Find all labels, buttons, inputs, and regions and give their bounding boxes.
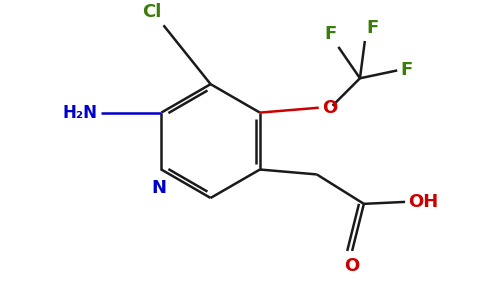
Text: O: O bbox=[322, 99, 337, 117]
Text: OH: OH bbox=[408, 193, 439, 211]
Text: N: N bbox=[152, 179, 167, 197]
Text: O: O bbox=[345, 257, 360, 275]
Text: F: F bbox=[324, 25, 336, 43]
Text: F: F bbox=[400, 61, 412, 80]
Text: Cl: Cl bbox=[142, 3, 162, 21]
Text: F: F bbox=[367, 19, 379, 37]
Text: H₂N: H₂N bbox=[62, 103, 98, 122]
